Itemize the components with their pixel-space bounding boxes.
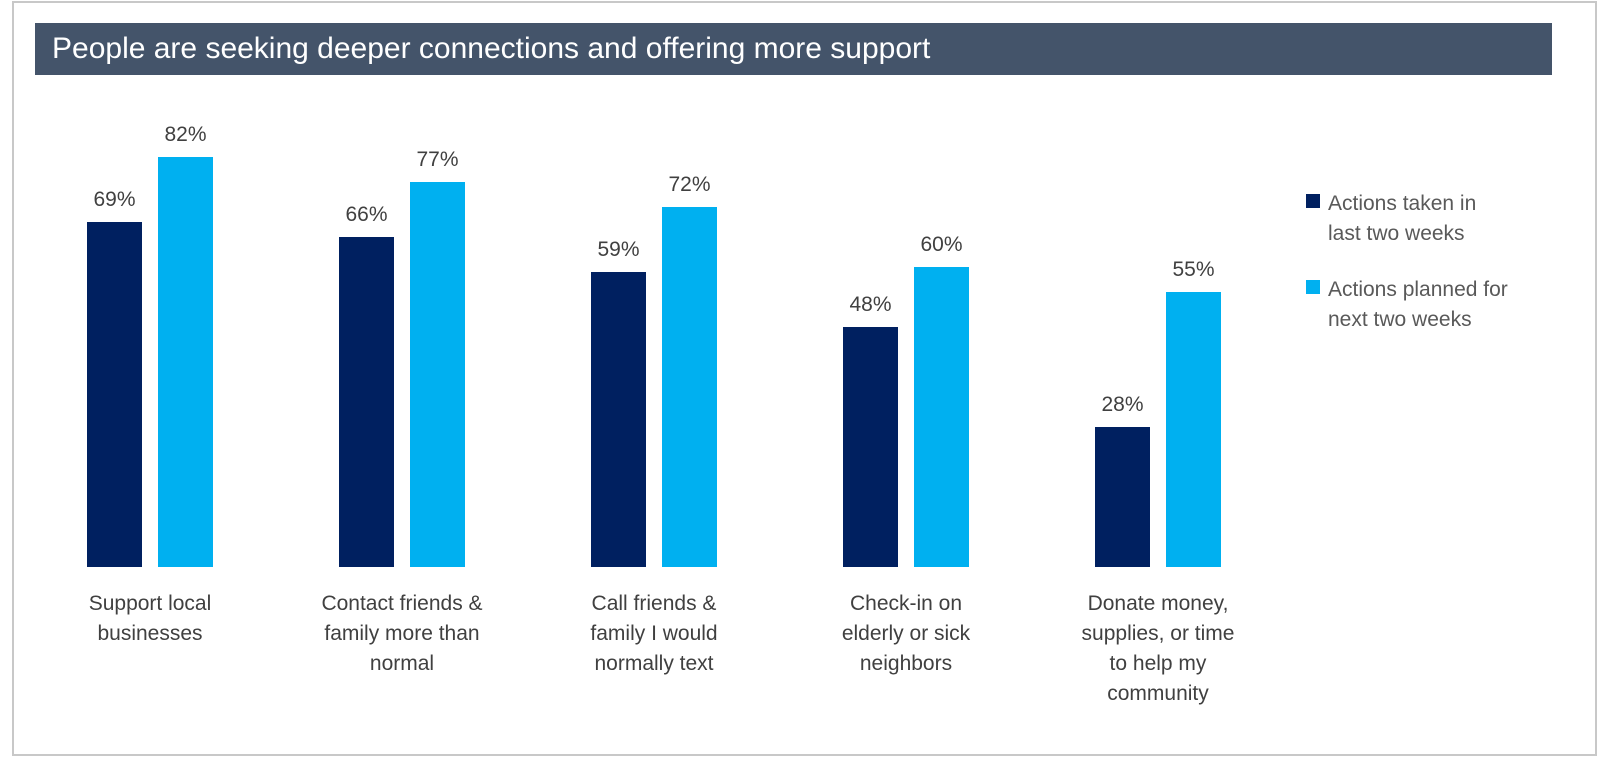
category-label: Check-in on xyxy=(850,592,962,615)
chart-frame xyxy=(12,1,1597,756)
data-label: 77% xyxy=(416,148,458,171)
data-label: 59% xyxy=(597,238,639,261)
category-label: to help my xyxy=(1110,652,1207,675)
bar-planned xyxy=(662,207,717,567)
bar-planned xyxy=(410,182,465,567)
category-label: Contact friends & xyxy=(321,592,482,615)
category-label: Call friends & xyxy=(592,592,717,615)
data-label: 82% xyxy=(164,123,206,146)
legend-label: Actions planned for xyxy=(1328,278,1508,301)
chart-title: People are seeking deeper connections an… xyxy=(35,23,1552,75)
category-label: supplies, or time xyxy=(1082,622,1235,645)
data-label: 66% xyxy=(345,203,387,226)
bar-taken xyxy=(591,272,646,567)
data-label: 60% xyxy=(920,233,962,256)
bar-taken xyxy=(1095,427,1150,567)
legend-label: last two weeks xyxy=(1328,222,1465,245)
category-label: normal xyxy=(370,652,434,675)
category-label: Donate money, xyxy=(1088,592,1229,615)
legend-swatch xyxy=(1306,194,1320,208)
bar-taken xyxy=(87,222,142,567)
bar-planned xyxy=(1166,292,1221,567)
bar-taken xyxy=(843,327,898,567)
bar-taken xyxy=(339,237,394,567)
data-label: 55% xyxy=(1172,258,1214,281)
category-label: normally text xyxy=(594,652,713,675)
category-label: family more than xyxy=(324,622,479,645)
bar-planned xyxy=(914,267,969,567)
data-label: 28% xyxy=(1101,393,1143,416)
category-label: businesses xyxy=(97,622,202,645)
data-label: 72% xyxy=(668,173,710,196)
legend-swatch xyxy=(1306,280,1320,294)
category-label: Support local xyxy=(89,592,212,615)
bar-planned xyxy=(158,157,213,567)
legend-label: next two weeks xyxy=(1328,308,1472,331)
category-label: elderly or sick xyxy=(842,622,971,645)
category-label: community xyxy=(1107,682,1209,705)
data-label: 48% xyxy=(849,293,891,316)
data-label: 69% xyxy=(93,188,135,211)
category-label: neighbors xyxy=(860,652,952,675)
category-label: family I would xyxy=(590,622,717,645)
legend-label: Actions taken in xyxy=(1328,192,1476,215)
